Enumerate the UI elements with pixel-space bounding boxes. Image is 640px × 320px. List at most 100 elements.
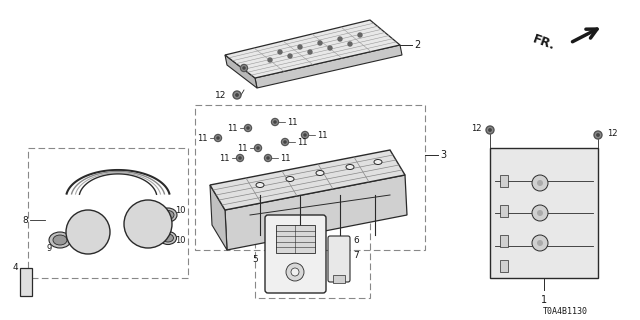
Circle shape bbox=[239, 157, 241, 159]
Text: 12: 12 bbox=[472, 124, 482, 132]
Polygon shape bbox=[225, 20, 400, 78]
Text: 11: 11 bbox=[227, 124, 238, 132]
Circle shape bbox=[242, 66, 246, 70]
Text: 6: 6 bbox=[353, 236, 359, 244]
Circle shape bbox=[237, 156, 243, 160]
Text: 11: 11 bbox=[198, 133, 208, 142]
Circle shape bbox=[257, 147, 259, 149]
Text: FR.: FR. bbox=[531, 33, 557, 53]
Ellipse shape bbox=[53, 235, 67, 245]
Circle shape bbox=[234, 92, 239, 98]
Text: 12: 12 bbox=[607, 129, 618, 138]
Text: 11: 11 bbox=[237, 143, 248, 153]
FancyBboxPatch shape bbox=[265, 215, 326, 293]
Circle shape bbox=[488, 127, 493, 132]
Circle shape bbox=[266, 156, 270, 160]
Text: 12: 12 bbox=[214, 91, 226, 100]
Text: 5: 5 bbox=[252, 255, 258, 265]
Polygon shape bbox=[225, 55, 257, 88]
Circle shape bbox=[595, 132, 600, 138]
Text: 11: 11 bbox=[220, 154, 230, 163]
Circle shape bbox=[278, 50, 282, 54]
Circle shape bbox=[214, 134, 221, 141]
Circle shape bbox=[596, 134, 599, 136]
Circle shape bbox=[255, 145, 262, 151]
Circle shape bbox=[237, 155, 243, 162]
Circle shape bbox=[304, 134, 306, 136]
Circle shape bbox=[264, 155, 271, 162]
FancyBboxPatch shape bbox=[328, 236, 350, 282]
Circle shape bbox=[291, 268, 299, 276]
Ellipse shape bbox=[159, 208, 177, 222]
Circle shape bbox=[217, 137, 219, 139]
Polygon shape bbox=[255, 45, 402, 88]
Ellipse shape bbox=[346, 164, 354, 170]
Ellipse shape bbox=[162, 211, 174, 220]
Bar bbox=[20, 268, 32, 296]
Text: 1: 1 bbox=[541, 295, 547, 305]
Polygon shape bbox=[225, 175, 407, 250]
Text: 2: 2 bbox=[414, 40, 420, 50]
Circle shape bbox=[532, 235, 548, 251]
Circle shape bbox=[283, 140, 287, 144]
Circle shape bbox=[271, 118, 278, 125]
Circle shape bbox=[246, 126, 250, 130]
Text: 11: 11 bbox=[297, 138, 307, 147]
Text: 3: 3 bbox=[440, 150, 446, 160]
Ellipse shape bbox=[286, 177, 294, 181]
Circle shape bbox=[241, 65, 248, 71]
Circle shape bbox=[594, 131, 602, 139]
Text: 11: 11 bbox=[280, 154, 291, 163]
Circle shape bbox=[236, 94, 238, 96]
Bar bbox=[28, 148, 188, 278]
Circle shape bbox=[267, 157, 269, 159]
Text: 7: 7 bbox=[353, 251, 359, 260]
Circle shape bbox=[124, 200, 172, 248]
Circle shape bbox=[308, 50, 312, 54]
Bar bbox=[333, 275, 345, 283]
Circle shape bbox=[78, 222, 98, 242]
Circle shape bbox=[247, 127, 249, 129]
Circle shape bbox=[256, 146, 260, 150]
Circle shape bbox=[216, 136, 220, 140]
Circle shape bbox=[348, 42, 352, 46]
Circle shape bbox=[537, 240, 543, 246]
Ellipse shape bbox=[159, 231, 177, 244]
Circle shape bbox=[273, 120, 277, 124]
Circle shape bbox=[301, 132, 308, 139]
Text: 11: 11 bbox=[317, 131, 328, 140]
Circle shape bbox=[358, 33, 362, 37]
Bar bbox=[500, 235, 508, 247]
Circle shape bbox=[537, 180, 543, 186]
Polygon shape bbox=[210, 185, 227, 250]
Circle shape bbox=[274, 121, 276, 123]
Text: 10: 10 bbox=[175, 236, 186, 244]
Ellipse shape bbox=[374, 159, 382, 164]
Text: T0A4B1130: T0A4B1130 bbox=[543, 308, 588, 316]
Circle shape bbox=[66, 210, 110, 254]
Circle shape bbox=[318, 41, 322, 45]
Ellipse shape bbox=[256, 182, 264, 188]
Circle shape bbox=[282, 139, 289, 146]
Text: 10: 10 bbox=[175, 205, 186, 214]
Circle shape bbox=[143, 219, 153, 229]
Circle shape bbox=[328, 46, 332, 50]
Circle shape bbox=[83, 227, 93, 237]
Circle shape bbox=[288, 54, 292, 58]
Circle shape bbox=[268, 58, 272, 62]
Circle shape bbox=[532, 205, 548, 221]
Bar bbox=[195, 105, 425, 250]
Circle shape bbox=[233, 91, 241, 99]
Text: 4: 4 bbox=[12, 263, 18, 273]
Bar bbox=[490, 148, 598, 278]
Circle shape bbox=[532, 175, 548, 191]
Circle shape bbox=[284, 141, 286, 143]
Ellipse shape bbox=[163, 234, 173, 242]
Circle shape bbox=[298, 45, 302, 49]
Ellipse shape bbox=[316, 171, 324, 175]
Bar bbox=[500, 260, 508, 272]
Circle shape bbox=[303, 133, 307, 137]
Circle shape bbox=[244, 124, 252, 132]
Polygon shape bbox=[210, 150, 405, 210]
Text: 11: 11 bbox=[287, 117, 298, 126]
